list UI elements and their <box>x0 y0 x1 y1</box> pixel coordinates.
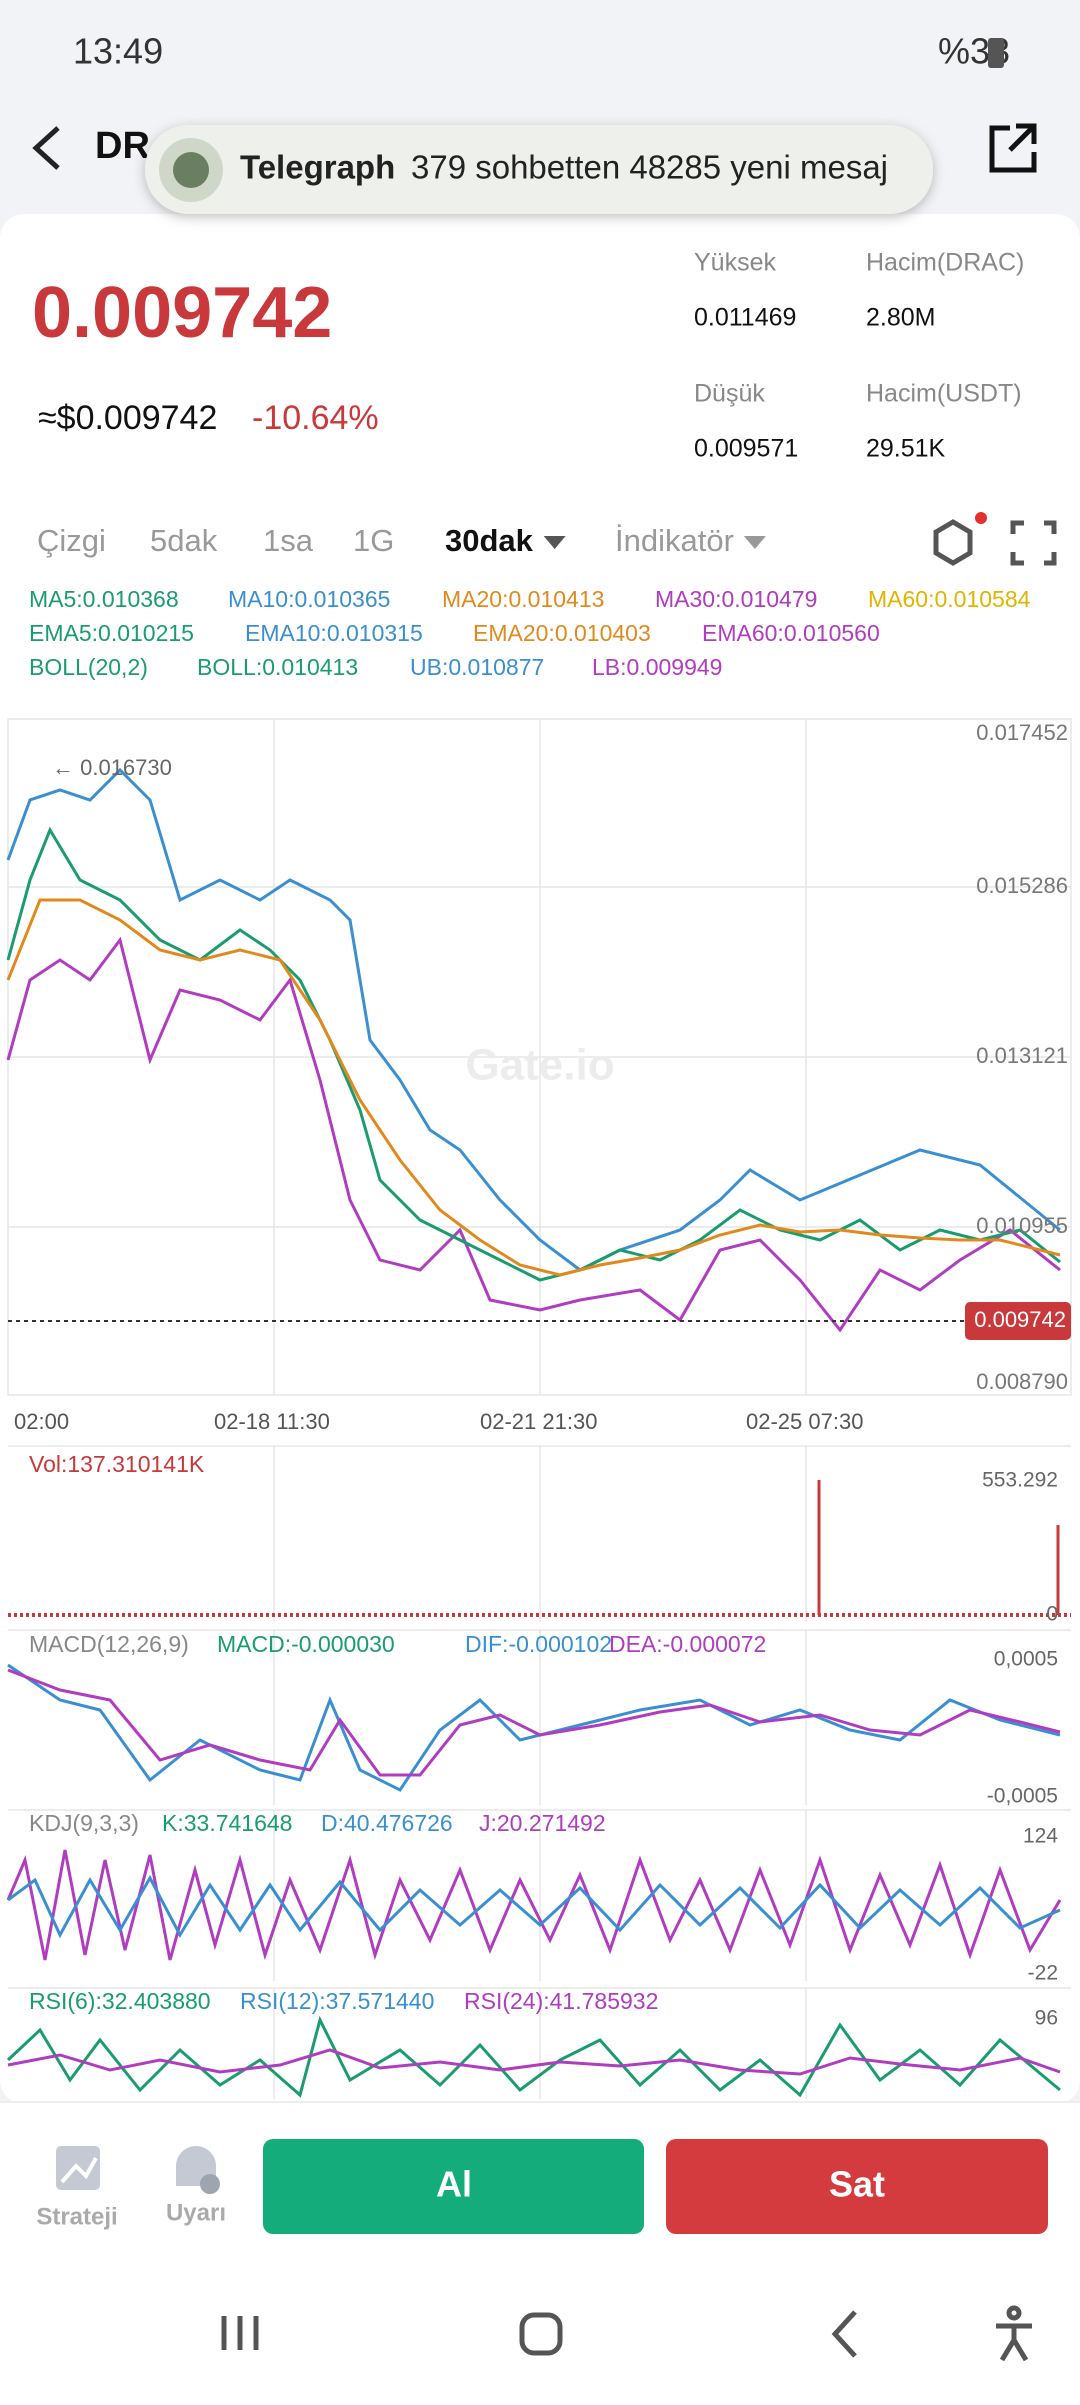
stat-label: Hacim(USDT) <box>866 380 1022 408</box>
nav-buttons[interactable] <box>221 2305 1032 2362</box>
macd-value: DEA:-0.000072 <box>609 1631 766 1657</box>
rsi-axis: 96 <box>1035 2007 1058 2030</box>
rsi-frame <box>6 1987 1071 2099</box>
battery-icon <box>988 38 1004 68</box>
volume-min: 0 <box>1046 1603 1058 1626</box>
tab[interactable]: 1sa <box>263 523 314 558</box>
indicator-value: EMA20:0.010403 <box>473 620 651 646</box>
rsi-value: RSI(24):41.785932 <box>464 1988 658 2014</box>
stat-label: Düşük <box>694 380 765 408</box>
indicator-value: MA60:0.010584 <box>868 586 1031 612</box>
macd-frame <box>7 1629 1071 1805</box>
indicator-value: LB:0.009949 <box>592 654 722 680</box>
tab[interactable]: 5dak <box>150 523 218 558</box>
fullscreen-button[interactable] <box>1010 520 1057 566</box>
tab[interactable]: 30dak <box>445 523 534 558</box>
kdj-value: J:20.271492 <box>479 1810 606 1836</box>
watermark: Gate.io <box>465 1041 614 1090</box>
time-axis-label: 02-25 07:30 <box>746 1409 863 1434</box>
stat-value: 0.009571 <box>694 435 798 463</box>
notification-app: Telegraph <box>240 149 395 186</box>
sell-label: Sat <box>829 2164 885 2205</box>
stat-label: Hacim(DRAC) <box>866 249 1024 277</box>
notification-message: 379 sohbetten 48285 yeni mesaj <box>411 149 888 186</box>
indicator-value: BOLL:0.010413 <box>197 654 358 680</box>
volume-label: Vol:137.310141K <box>29 1451 205 1477</box>
tab[interactable]: 1G <box>353 523 394 558</box>
share-button[interactable] <box>989 123 1037 173</box>
kdj-frame <box>6 1809 1071 1981</box>
rsi-value: RSI(6):32.403880 <box>29 1988 211 2014</box>
rsi-value: RSI(12):37.571440 <box>240 1988 434 2014</box>
max-marker: ← 0.016730 <box>52 755 172 780</box>
settings-button[interactable] <box>933 519 973 566</box>
buy-label: Al <box>436 2164 472 2205</box>
notification[interactable] <box>145 125 933 214</box>
last-price: 0.009742 <box>32 273 332 353</box>
indicator-value: EMA5:0.010215 <box>29 620 194 646</box>
kdj-value: D:40.476726 <box>321 1810 453 1836</box>
kdj-axis: 124 <box>1023 1825 1058 1848</box>
price-lines <box>6 767 1061 1333</box>
kdj-axis: -22 <box>1028 1962 1058 1985</box>
pair-title: DR <box>95 125 150 167</box>
price-axis-label: 0.017452 <box>976 720 1068 745</box>
main-chart-frame <box>7 718 1072 1396</box>
dropdown-arrow <box>543 536 566 549</box>
indicator-value: MA20:0.010413 <box>442 586 604 612</box>
stat-value: 29.51K <box>866 435 946 463</box>
macd-value: MACD:-0.000030 <box>217 1631 395 1657</box>
sell-button[interactable] <box>666 2139 1048 2234</box>
indicator-value: EMA10:0.010315 <box>245 620 423 646</box>
price-axis-label: 0.013121 <box>976 1043 1068 1068</box>
tab[interactable]: İndikatör <box>615 523 734 558</box>
price-axis-label: 0.015286 <box>976 873 1068 898</box>
usd-price: ≈$0.009742 <box>38 399 217 437</box>
indicator-value: MA10:0.010365 <box>228 586 390 612</box>
kdj-value: K:33.741648 <box>162 1810 292 1836</box>
status-time: 13:49 <box>73 31 163 72</box>
current-price-tag <box>965 1302 1071 1340</box>
badge <box>975 512 987 524</box>
indicator-value: MA30:0.010479 <box>655 586 817 612</box>
strategy-label: Strateji <box>36 2203 117 2230</box>
macd-axis: -0,0005 <box>987 1785 1058 1808</box>
current-price-label: 0.009742 <box>974 1307 1066 1332</box>
macd-title: MACD(12,26,9) <box>29 1631 189 1657</box>
price-axis-label: 0.010955 <box>976 1213 1068 1238</box>
strategy-button[interactable] <box>56 2146 100 2190</box>
price-axis-label: 0.008790 <box>976 1369 1068 1394</box>
time-axis-label: 02:00 <box>14 1409 69 1434</box>
indicator-value: EMA60:0.010560 <box>702 620 880 646</box>
volume-frame <box>8 1445 1071 1622</box>
stat-label: Yüksek <box>694 249 776 277</box>
indicator-value: BOLL(20,2) <box>29 654 148 680</box>
nav-bar <box>0 2280 1080 2400</box>
back-button[interactable] <box>32 126 60 170</box>
alert-label: Uyarı <box>166 2199 226 2226</box>
kdj-title: KDJ(9,3,3) <box>29 1810 139 1836</box>
time-axis-label: 02-21 21:30 <box>480 1409 597 1434</box>
volume-max: 553.292 <box>982 1469 1058 1492</box>
macd-value: DIF:-0.000102 <box>465 1631 612 1657</box>
macd-axis: 0,0005 <box>994 1648 1058 1671</box>
stat-value: 0.011469 <box>694 304 796 332</box>
dropdown-arrow <box>743 536 766 549</box>
indicator-value: MA5:0.010368 <box>29 586 179 612</box>
indicator-value: UB:0.010877 <box>410 654 544 680</box>
alert-button[interactable] <box>176 2146 220 2194</box>
price-change: -10.64% <box>252 399 379 437</box>
buy-button[interactable] <box>263 2139 644 2234</box>
time-axis-label: 02-18 11:30 <box>214 1409 330 1434</box>
tab[interactable]: Çizgi <box>37 523 106 558</box>
stat-value: 2.80M <box>866 304 935 332</box>
